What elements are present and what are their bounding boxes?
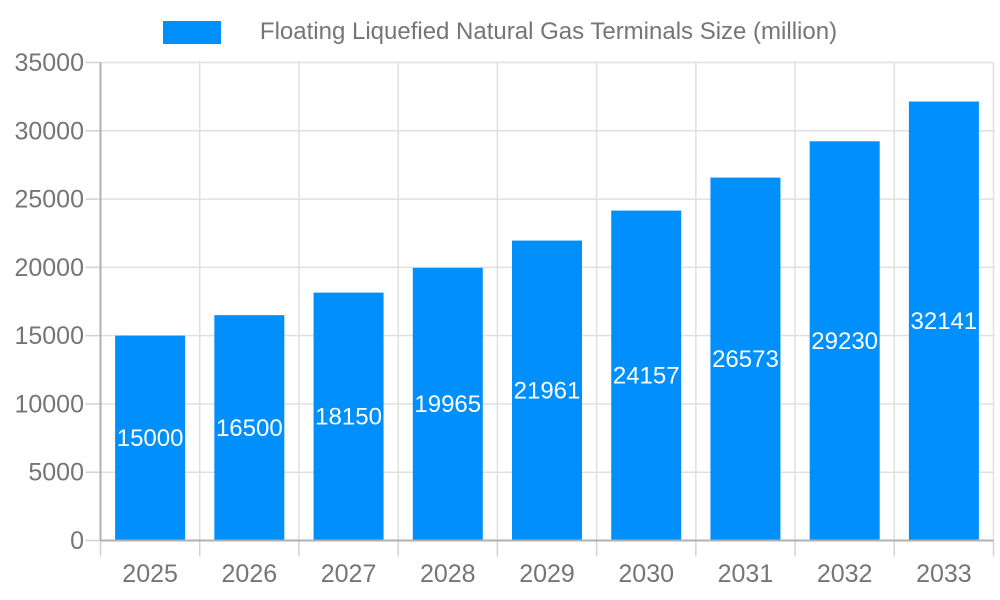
bar-2026[interactable] <box>214 315 285 541</box>
y-axis-label: 20000 <box>14 254 84 282</box>
bar-2029[interactable] <box>512 240 582 541</box>
legend-item[interactable]: Floating Liquefied Natural Gas Terminals… <box>0 20 1000 44</box>
x-axis-label: 2026 <box>222 560 278 588</box>
x-axis-label: 2029 <box>519 560 575 588</box>
bar-value-label: 16500 <box>216 415 283 442</box>
y-axis-label: 15000 <box>14 322 84 350</box>
bar-2031[interactable] <box>710 177 781 541</box>
bar-value-label: 32141 <box>911 308 978 335</box>
y-axis-label: 0 <box>70 527 84 555</box>
x-axis-label: 2033 <box>916 560 972 588</box>
bar-2028[interactable] <box>412 267 483 541</box>
legend-swatch-icon <box>162 20 221 44</box>
x-axis-label: 2031 <box>718 560 774 588</box>
legend-label: Floating Liquefied Natural Gas Terminals… <box>259 18 838 45</box>
x-axis-label: 2030 <box>618 560 674 588</box>
bar-2033[interactable] <box>908 101 979 541</box>
x-axis-label: 2032 <box>817 560 873 588</box>
bar-2025[interactable] <box>115 335 186 541</box>
x-axis-label: 2025 <box>122 560 178 588</box>
bar-value-label: 24157 <box>613 363 680 390</box>
x-axis-label: 2028 <box>420 560 476 588</box>
bar-value-label: 29230 <box>811 328 878 355</box>
bar-2032[interactable] <box>809 141 880 541</box>
y-axis-label: 10000 <box>14 390 84 418</box>
x-axis-label: 2027 <box>321 560 377 588</box>
bar-value-label: 26573 <box>712 346 779 373</box>
y-axis-label: 35000 <box>14 49 84 77</box>
bar-2030[interactable] <box>611 210 682 541</box>
y-axis-label: 25000 <box>14 186 84 214</box>
bar-value-label: 21961 <box>514 378 581 405</box>
bar-value-label: 19965 <box>414 391 481 418</box>
bar-value-label: 15000 <box>117 425 184 452</box>
bar-2027[interactable] <box>313 292 384 541</box>
y-axis-label: 30000 <box>14 117 84 145</box>
y-axis-label: 5000 <box>28 459 84 487</box>
bar-value-label: 18150 <box>315 404 382 431</box>
